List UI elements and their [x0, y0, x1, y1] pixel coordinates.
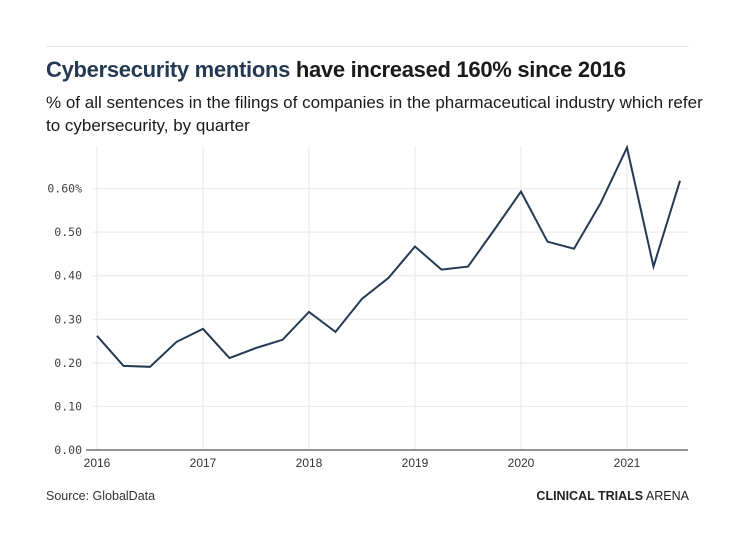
title-rest: have increased 160% since 2016: [290, 57, 626, 82]
x-tick-label: 2017: [190, 456, 217, 470]
y-axis: 0.00 0.10 0.20 0.30 0.40 0.50 0.60%: [47, 182, 688, 457]
brand-bold: CLINICAL TRIALS: [536, 489, 644, 503]
series-line: [96, 144, 681, 368]
brand-logo: CLINICAL TRIALS ARENA: [536, 489, 689, 503]
x-tick-label: 2016: [84, 456, 111, 470]
x-tick-label: 2020: [508, 456, 535, 470]
brand-light: ARENA: [643, 489, 689, 503]
x-tick-label: 2021: [614, 456, 641, 470]
chart-subtitle: % of all sentences in the filings of com…: [46, 93, 703, 135]
y-tick-label: 0.30: [54, 312, 82, 326]
gridlines: [93, 146, 688, 450]
y-tick-label: 0.20: [54, 356, 82, 370]
series-group: [96, 144, 681, 368]
chart-title: Cybersecurity mentions have increased 16…: [46, 57, 626, 83]
y-tick-label: 0.50: [54, 225, 82, 239]
y-tick-label: 0.10: [54, 399, 82, 413]
x-tick-label: 2019: [402, 456, 429, 470]
y-tick-label: 0.40: [54, 269, 82, 283]
y-tick-label: 0.00: [54, 443, 82, 457]
x-tick-label: 2018: [296, 456, 323, 470]
x-axis: 2016 2017 2018 2019 2020 2021: [84, 456, 641, 470]
top-divider: [46, 46, 689, 47]
source-note: Source: GlobalData: [46, 489, 156, 503]
y-tick-label: 0.60%: [47, 182, 82, 196]
title-highlight: Cybersecurity mentions: [46, 57, 291, 82]
